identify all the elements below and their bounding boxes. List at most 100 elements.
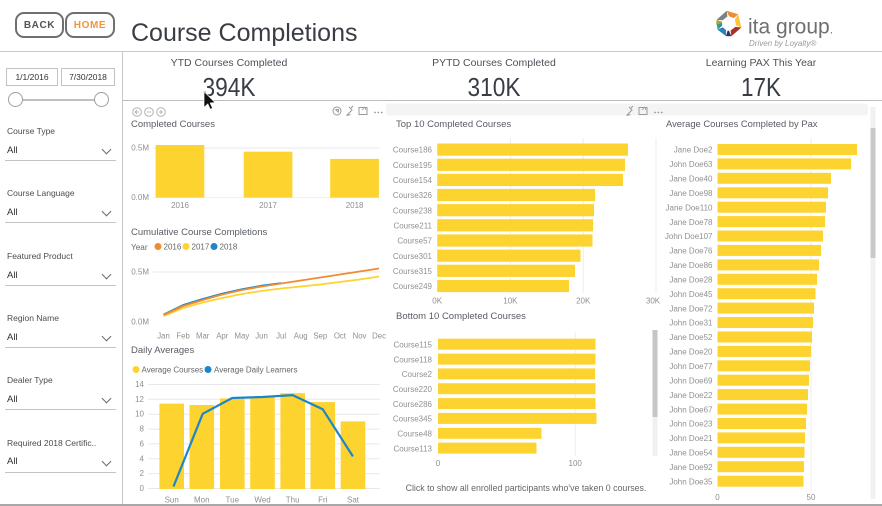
svg-text:Course238: Course238	[393, 206, 433, 215]
svg-text:Jane Doe78: Jane Doe78	[669, 218, 713, 227]
svg-text:Jane Doe110: Jane Doe110	[666, 203, 714, 212]
svg-text:Dec: Dec	[372, 332, 386, 341]
svg-text:John Doe45: John Doe45	[669, 290, 713, 299]
svg-text:John Doe35: John Doe35	[669, 477, 713, 486]
svg-text:Jane Doe2: Jane Doe2	[674, 146, 713, 155]
svg-text:Jane Doe40: Jane Doe40	[669, 175, 713, 184]
svg-text:Click to show all enrolled par: Click to show all enrolled participants …	[406, 483, 647, 493]
svg-text:Average Courses Completed by P: Average Courses Completed by Pax	[666, 118, 818, 129]
svg-text:Course286: Course286	[393, 400, 433, 409]
svg-text:Course301: Course301	[393, 252, 433, 261]
svg-text:Oct: Oct	[334, 332, 347, 341]
svg-text:Cumulative Course Completions: Cumulative Course Completions	[131, 227, 267, 238]
svg-text:Course115: Course115	[393, 340, 432, 349]
svg-text:Course220: Course220	[393, 385, 433, 394]
svg-text:Course154: Course154	[393, 176, 433, 185]
svg-text:0: 0	[715, 493, 720, 502]
svg-text:Nov: Nov	[353, 332, 367, 341]
svg-text:310K: 310K	[468, 74, 521, 100]
svg-text:2017: 2017	[259, 201, 277, 210]
svg-text:0: 0	[140, 484, 145, 493]
svg-text:Jane Doe28: Jane Doe28	[669, 275, 713, 284]
svg-text:Course57: Course57	[397, 237, 432, 246]
svg-text:30K: 30K	[646, 297, 661, 306]
svg-text:17K: 17K	[741, 74, 781, 100]
svg-text:10: 10	[135, 410, 144, 419]
svg-text:Jane Doe98: Jane Doe98	[669, 189, 713, 198]
svg-text:Jun: Jun	[255, 332, 268, 341]
svg-text:Daily Averages: Daily Averages	[131, 345, 194, 356]
svg-text:Course113: Course113	[393, 444, 432, 453]
svg-text:Sep: Sep	[313, 332, 328, 341]
svg-text:Average Daily Learners: Average Daily Learners	[214, 366, 297, 375]
svg-text:2017: 2017	[192, 243, 210, 252]
svg-text:Year: Year	[131, 243, 148, 252]
svg-text:Course211: Course211	[393, 221, 432, 230]
svg-text:14: 14	[135, 380, 144, 389]
svg-text:100: 100	[569, 459, 583, 468]
svg-text:Course315: Course315	[393, 267, 433, 276]
svg-text:0.5M: 0.5M	[131, 268, 149, 277]
svg-text:John Doe31: John Doe31	[669, 319, 713, 328]
svg-text:Course186: Course186	[393, 146, 433, 155]
svg-text:50: 50	[807, 493, 816, 502]
svg-text:Course195: Course195	[393, 161, 433, 170]
svg-text:John Doe67: John Doe67	[669, 405, 713, 414]
svg-text:John Doe23: John Doe23	[669, 420, 713, 429]
svg-text:2018: 2018	[346, 201, 364, 210]
svg-text:John Doe77: John Doe77	[669, 362, 713, 371]
svg-text:John Doe69: John Doe69	[669, 376, 713, 385]
svg-text:0.0M: 0.0M	[131, 193, 149, 202]
svg-text:Top 10 Completed Courses: Top 10 Completed Courses	[396, 119, 511, 130]
svg-text:Tue: Tue	[226, 496, 240, 505]
svg-text:Jane Doe86: Jane Doe86	[669, 261, 713, 270]
svg-text:Course2: Course2	[402, 370, 433, 379]
svg-text:0: 0	[436, 459, 441, 468]
svg-text:2016: 2016	[164, 243, 182, 252]
svg-text:Sat: Sat	[347, 496, 360, 505]
svg-text:4: 4	[140, 454, 145, 463]
svg-text:Course118: Course118	[393, 355, 432, 364]
svg-text:Jane Doe54: Jane Doe54	[669, 449, 713, 458]
svg-text:Jane Doe52: Jane Doe52	[669, 333, 713, 342]
svg-text:6: 6	[140, 439, 145, 448]
svg-text:Feb: Feb	[176, 332, 190, 341]
svg-text:394K: 394K	[203, 74, 256, 100]
svg-text:Mon: Mon	[194, 496, 210, 505]
svg-text:Fri: Fri	[318, 496, 328, 505]
svg-text:Course326: Course326	[393, 191, 433, 200]
svg-text:2018: 2018	[220, 243, 238, 252]
svg-text:Course345: Course345	[393, 415, 433, 424]
svg-text:8: 8	[140, 425, 145, 434]
svg-text:Jan: Jan	[157, 332, 170, 341]
svg-text:10K: 10K	[503, 297, 518, 306]
svg-text:Apr: Apr	[216, 332, 229, 341]
svg-text:0.0M: 0.0M	[131, 318, 149, 327]
svg-text:ita group.: ita group.	[748, 16, 833, 39]
svg-text:Driven by Loyalty®: Driven by Loyalty®	[749, 39, 816, 48]
svg-text:Thu: Thu	[286, 496, 300, 505]
svg-text:Bottom 10 Completed Courses: Bottom 10 Completed Courses	[396, 311, 526, 322]
svg-text:Aug: Aug	[294, 332, 308, 341]
svg-text:Mar: Mar	[196, 332, 210, 341]
svg-text:2: 2	[140, 469, 145, 478]
svg-text:Jane Doe20: Jane Doe20	[669, 348, 713, 357]
svg-text:John Doe63: John Doe63	[669, 160, 713, 169]
svg-text:12: 12	[135, 395, 144, 404]
svg-text:John Doe21: John Doe21	[669, 434, 713, 443]
svg-text:Jane Doe22: Jane Doe22	[669, 391, 713, 400]
svg-text:Course48: Course48	[397, 430, 432, 439]
svg-text:0.5M: 0.5M	[131, 144, 149, 153]
svg-text:May: May	[235, 332, 250, 341]
svg-text:Jane Doe92: Jane Doe92	[669, 463, 713, 472]
svg-text:20K: 20K	[576, 297, 591, 306]
svg-text:John Doe107: John Doe107	[665, 232, 713, 241]
svg-text:Jul: Jul	[276, 332, 286, 341]
svg-text:Course249: Course249	[393, 282, 433, 291]
svg-text:2016: 2016	[171, 201, 189, 210]
svg-text:Average Courses: Average Courses	[142, 366, 204, 375]
svg-text:Sun: Sun	[165, 496, 179, 505]
svg-text:Completed Courses: Completed Courses	[131, 119, 215, 130]
svg-text:Wed: Wed	[254, 496, 270, 505]
svg-text:Jane Doe72: Jane Doe72	[669, 304, 713, 313]
